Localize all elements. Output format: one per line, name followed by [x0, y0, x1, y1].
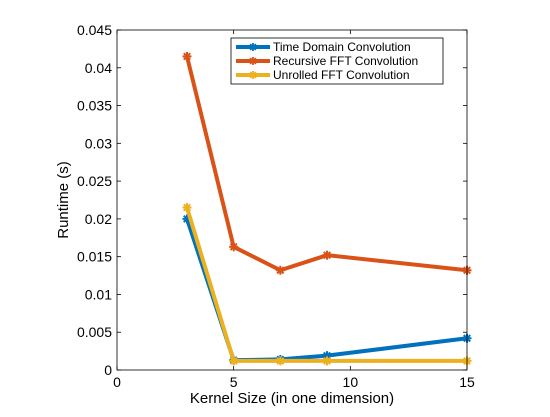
- axes-group: 0 5 10 15 0 0.005 0.01 0.015 0.02 0.025 0.03 0.035 0…: [55, 22, 475, 407]
- x-tick-label: 15: [459, 374, 475, 390]
- data-point: [229, 356, 239, 366]
- data-point: [182, 51, 192, 61]
- legend-label: Time Domain Convolution: [273, 40, 411, 54]
- series-group: [182, 51, 472, 366]
- y-tick-label: 0.015: [77, 249, 112, 265]
- y-tick-label: 0.035: [77, 98, 112, 114]
- series-2: [182, 203, 472, 366]
- legend-entry: Time Domain Convolution: [236, 40, 411, 54]
- y-tick-label: 0.01: [85, 286, 112, 302]
- y-tick-label: 0: [104, 362, 112, 378]
- y-tick-label: 0.045: [77, 22, 112, 38]
- data-point: [275, 356, 285, 366]
- legend-entry: Unrolled FFT Convolution: [236, 68, 410, 82]
- plot-area: [117, 30, 467, 370]
- legend-label: Recursive FFT Convolution: [273, 54, 418, 68]
- x-tick-label: 0: [113, 374, 121, 390]
- data-point: [182, 203, 192, 213]
- axes-box: [116, 29, 468, 371]
- y-axis-label: Runtime (s): [55, 161, 72, 239]
- plot-background: [117, 30, 467, 370]
- y-tick-label: 0.03: [85, 135, 112, 151]
- data-point: [322, 250, 332, 260]
- x-axis-label: Kernel Size (in one dimension): [190, 390, 394, 407]
- data-point: [275, 265, 285, 275]
- y-tick-label: 0.02: [85, 211, 112, 227]
- data-point: [229, 242, 239, 252]
- data-point: [322, 356, 332, 366]
- series-1: [182, 51, 472, 275]
- legend-label: Unrolled FFT Convolution: [273, 68, 410, 82]
- y-tick-label: 0.005: [77, 324, 112, 340]
- x-tick-label: 10: [343, 374, 359, 390]
- y-tick-label: 0.04: [85, 60, 112, 76]
- y-tick-label: 0.025: [77, 173, 112, 189]
- legend-entry: Recursive FFT Convolution: [236, 54, 418, 68]
- x-tick-label: 5: [230, 374, 238, 390]
